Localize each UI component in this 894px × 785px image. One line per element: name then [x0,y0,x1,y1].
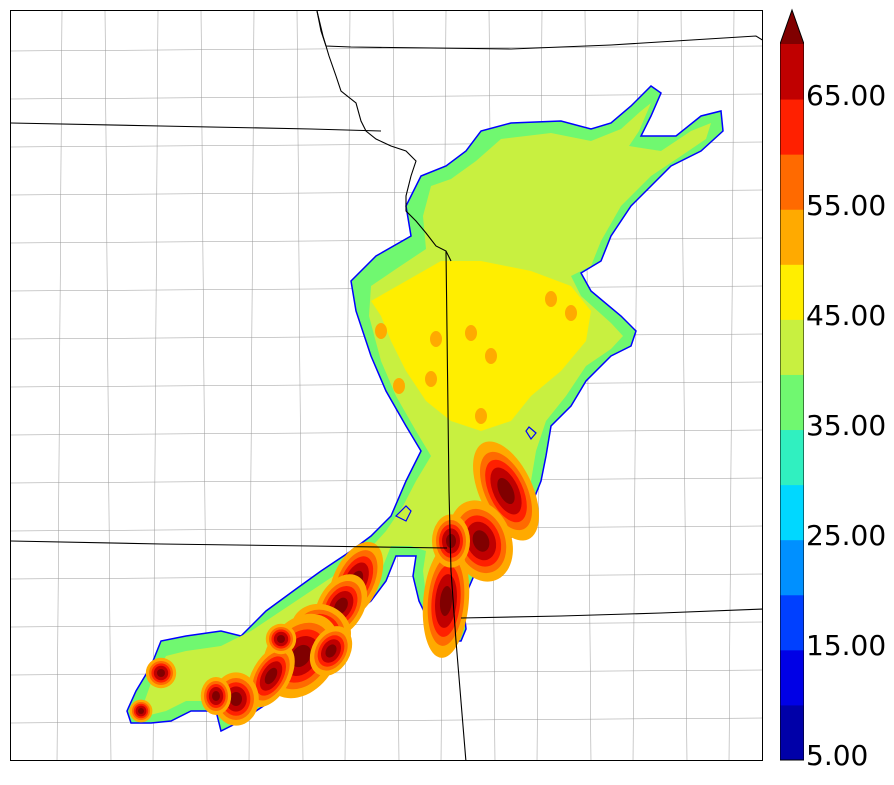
county-line [11,45,762,52]
reflectivity-map [11,11,762,760]
county-line [680,11,688,760]
storm-cell-minor [545,291,557,307]
colorbar-bin [780,374,804,431]
colorbar-bin [780,264,804,320]
storm-cell-minor [465,325,477,341]
colorbar-label-45: 45.00 [806,299,887,332]
colorbar-bin [780,649,804,706]
state-border-south [11,540,448,549]
reflectivity-swath [126,85,724,733]
storm-cell-minor [485,348,497,364]
storm-cell-core [290,644,312,668]
county-line [584,11,592,760]
colorbar-bin [780,209,804,265]
county-line [11,477,762,484]
storm-cell-core [138,708,144,714]
colorbar-bin [780,594,804,651]
colorbar-bin [780,154,804,210]
swath-edge [394,426,537,522]
colorbar-label-5: 5.00 [806,739,869,772]
county-line [104,11,112,760]
colorbar-label-35: 35.00 [806,409,887,442]
storm-cell-minor [393,378,405,394]
colorbar-bin [780,704,804,761]
state-border-west-east [11,122,382,132]
county-line [11,621,762,628]
colorbar-extend-arrow [780,10,804,44]
storm-cell-core [277,635,285,643]
storm-cell-minor [565,305,577,321]
colorbar-bin [780,99,804,155]
storm-cells [129,291,577,726]
colorbar [780,8,804,761]
colorbar-label-15: 15.00 [806,629,887,662]
county-line [11,717,762,724]
storm-cell-minor [375,323,387,339]
county-line [11,429,762,436]
state-border-north-east [316,11,762,50]
storm-cell-core [497,477,515,505]
county-line [11,237,762,244]
storm-cell-core [212,691,220,701]
storm-cell-core [157,669,165,677]
storm-cell-core [472,530,490,552]
storm-cell-minor [475,408,487,424]
swath-inner [141,103,711,716]
storm-cell-minor [425,371,437,387]
colorbar-outline [780,8,804,761]
colorbar-bin [780,429,804,486]
state-border-southeast [460,608,762,619]
colorbar-bin [780,44,804,100]
county-line [728,11,735,760]
swath-core [371,261,591,431]
colorbar-label-65: 65.00 [806,79,887,112]
county-line [11,669,762,676]
colorbar-bin [780,484,804,541]
colorbar-label-25: 25.00 [806,519,887,552]
storm-cell-core [439,586,453,616]
storm-cell-core [264,667,278,685]
colorbar-label-55: 55.00 [806,189,887,222]
storm-cell-minor [430,331,442,347]
colorbar-bin [780,319,804,375]
map-panel [10,10,763,761]
county-line [11,189,762,196]
county-line [152,11,159,760]
state-borders [11,11,762,760]
colorbar-bin [780,539,804,596]
state-border-vertical [445,250,467,760]
storm-cell-core [230,692,242,706]
county-line [11,93,762,100]
storm-cell-core [446,534,456,548]
storm-cell-core [325,644,337,658]
state-border-mississippi-river [316,11,452,262]
